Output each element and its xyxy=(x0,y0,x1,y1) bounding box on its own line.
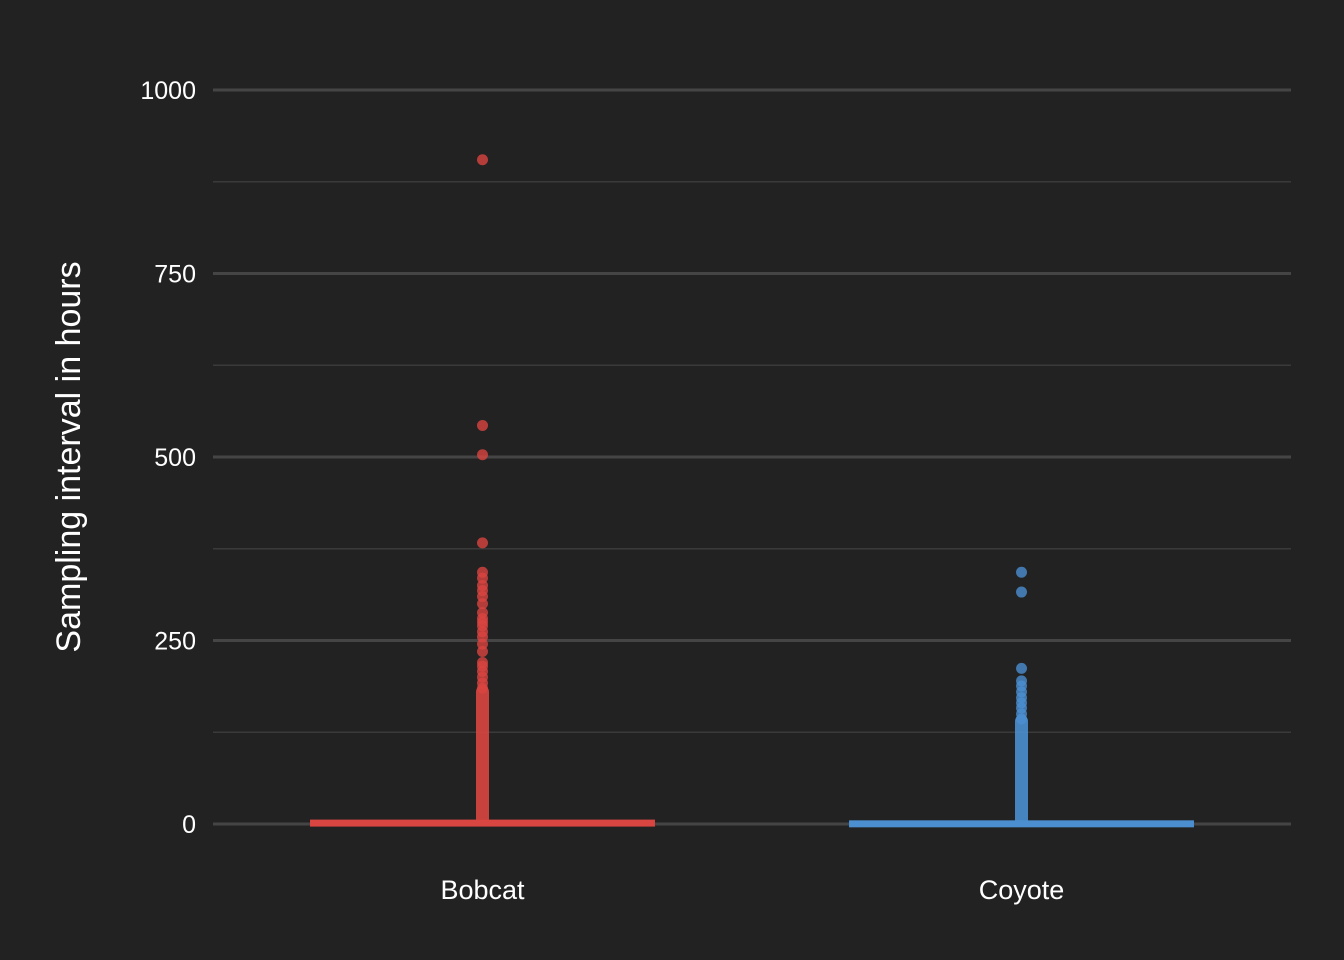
outlier-point xyxy=(477,449,488,461)
outlier-point xyxy=(477,537,488,549)
outlier-point xyxy=(477,646,488,658)
outlier-point xyxy=(1016,662,1027,674)
y-tick-label: 500 xyxy=(154,444,196,472)
series-coyote xyxy=(849,566,1194,828)
outlier-point xyxy=(477,598,488,610)
y-tick-label: 0 xyxy=(182,811,196,839)
outlier-point xyxy=(1016,566,1027,578)
box xyxy=(310,819,655,827)
chart-marks xyxy=(310,154,1194,828)
y-tick-label: 750 xyxy=(154,261,196,289)
y-tick-label: 1000 xyxy=(140,77,196,105)
x-category-labels: Bobcat Coyote xyxy=(440,875,1064,905)
y-tick-label: 250 xyxy=(154,628,196,656)
outlier-point xyxy=(1016,586,1027,598)
outlier-point xyxy=(1016,713,1027,725)
outlier-point xyxy=(477,419,488,431)
outlier-point xyxy=(477,154,488,166)
outlier-point xyxy=(477,682,488,694)
x-category-label: Coyote xyxy=(979,875,1065,905)
x-category-label: Bobcat xyxy=(440,875,525,905)
y-tick-labels: 0 250 500 750 1000 xyxy=(140,77,196,839)
series-bobcat xyxy=(310,154,655,827)
box xyxy=(849,820,1194,828)
y-axis-title: Sampling interval in hours xyxy=(50,261,88,652)
